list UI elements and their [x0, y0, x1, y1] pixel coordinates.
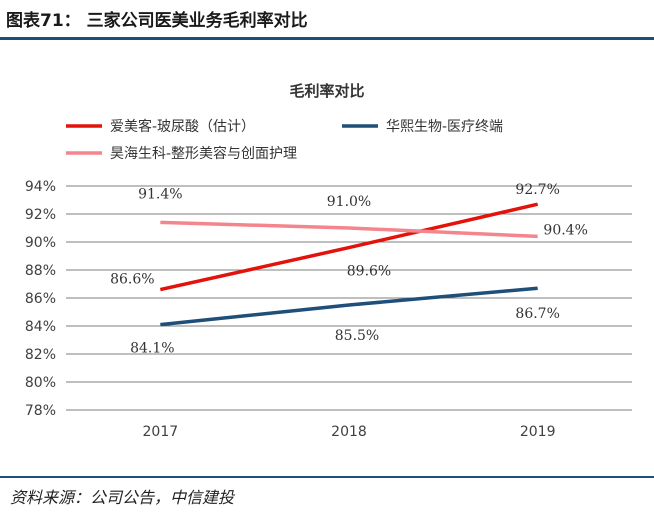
y-tick-label: 90% [25, 235, 56, 251]
series-group [159, 202, 539, 327]
legend-label: 昊海生科-整形美容与创面护理 [110, 145, 297, 162]
figure-title: 图表71： 三家公司医美业务毛利率对比 [6, 11, 308, 31]
data-label: 92.7% [515, 182, 559, 198]
series-line-2 [160, 220, 538, 239]
y-tick-label: 80% [25, 375, 56, 391]
chart-area: 毛利率对比 爱美客-玻尿酸（估计） 华熙生物-医疗终端昊海生科-整形美容与创面护理… [0, 44, 654, 474]
legend-label: 爱美客-玻尿酸（估计） [110, 118, 255, 135]
y-tick-label: 84% [25, 319, 56, 335]
y-tick-label: 86% [25, 291, 56, 307]
series-line-0 [159, 202, 539, 292]
y-tick-label: 82% [25, 347, 56, 363]
data-label: 86.6% [110, 272, 154, 288]
y-axis: 78% 80% 82% 84% 86% 88% 90% 92% 94% [25, 179, 56, 419]
data-label: 85.5% [335, 328, 379, 344]
x-tick-label: 2019 [520, 424, 556, 440]
chart-title: 毛利率对比 [289, 82, 364, 100]
legend-item-1: 华熙生物-医疗终端 [342, 119, 503, 135]
y-tick-label: 88% [25, 263, 56, 279]
source-note: 资料来源：公司公告，中信建投 [10, 488, 235, 507]
data-label: 91.0% [327, 194, 371, 210]
bottom-rule [0, 476, 654, 478]
x-axis: 2017 2018 2019 [143, 424, 556, 440]
gridlines [66, 185, 632, 411]
legend-item-0: 爱美客-玻尿酸（估计） [66, 118, 255, 135]
data-label: 90.4% [543, 222, 587, 238]
series-line-1 [160, 286, 538, 327]
data-label: 89.6% [347, 264, 391, 280]
y-tick-label: 78% [25, 403, 56, 419]
data-label: 91.4% [138, 186, 182, 202]
legend-item-2: 昊海生科-整形美容与创面护理 [66, 145, 297, 162]
line-chart: 毛利率对比 爱美客-玻尿酸（估计） 华熙生物-医疗终端昊海生科-整形美容与创面护理… [25, 82, 632, 440]
x-tick-label: 2017 [143, 424, 179, 440]
data-label: 84.1% [130, 341, 174, 357]
top-rule [0, 37, 654, 40]
x-tick-label: 2018 [331, 424, 367, 440]
y-tick-label: 94% [25, 179, 56, 195]
legend-label: 华熙生物-医疗终端 [386, 119, 503, 135]
data-labels: 86.6% 89.6% 92.7% 84.1% 85.5% 86.7% 91.4% 91.0%… [110, 182, 588, 356]
data-label: 86.7% [515, 306, 559, 322]
y-tick-label: 92% [25, 207, 56, 223]
figure-header: 图表71： 三家公司医美业务毛利率对比 [0, 0, 654, 36]
